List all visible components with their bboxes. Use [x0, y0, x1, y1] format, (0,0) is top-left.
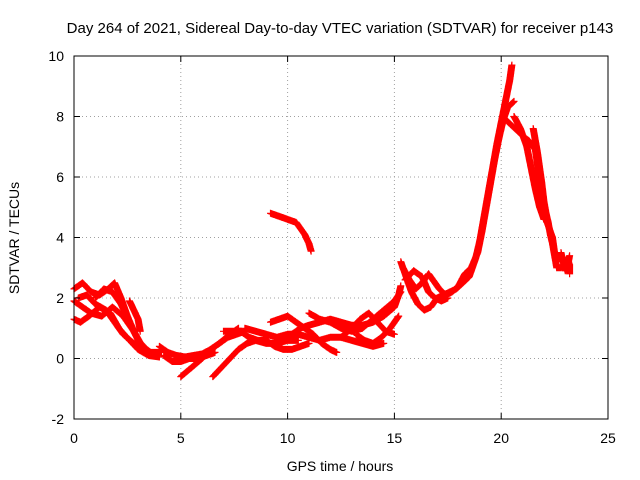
x-axis: 0 5 10 15 20 25	[70, 56, 616, 446]
series-arc-6	[126, 297, 144, 335]
x-tick-label: 0	[70, 430, 78, 446]
y-tick-label: 10	[48, 48, 64, 64]
data-point-markers	[397, 61, 516, 314]
grid	[74, 56, 608, 419]
chart-title: Day 264 of 2021, Sidereal Day-to-day VTE…	[67, 20, 614, 37]
x-axis-label: GPS time / hours	[287, 458, 394, 474]
series-arc-11	[220, 327, 313, 353]
series-arc-24	[510, 113, 548, 223]
y-axis-label: SDTVAR / TECUs	[6, 182, 22, 294]
data-point-markers	[352, 312, 403, 347]
y-axis: -2 0 2 4 6 8 10	[48, 48, 608, 427]
x-tick-label: 15	[387, 430, 403, 446]
data-point-markers	[401, 267, 452, 305]
y-tick-label: -2	[52, 411, 65, 427]
x-tick-label: 5	[177, 430, 185, 446]
data-point-markers	[399, 97, 518, 299]
data-point-markers	[557, 249, 574, 275]
series-arc-5	[91, 285, 151, 353]
series-arc-21	[401, 267, 452, 305]
y-tick-label: 0	[56, 351, 64, 367]
x-tick-label: 10	[280, 430, 296, 446]
series-arc-20	[399, 97, 518, 299]
data-series	[70, 61, 574, 381]
y-tick-label: 8	[56, 109, 64, 125]
x-tick-label: 20	[493, 430, 509, 446]
series-arc-18	[267, 209, 315, 255]
y-tick-label: 4	[56, 230, 64, 246]
data-point-markers	[91, 285, 151, 353]
series-arc-17	[352, 312, 403, 347]
x-tick-label: 25	[600, 430, 616, 446]
y-tick-label: 2	[56, 290, 64, 306]
y-tick-label: 6	[56, 169, 64, 185]
data-point-markers	[510, 113, 548, 223]
data-point-markers	[220, 327, 313, 353]
series-arc-25	[557, 249, 574, 275]
data-point-markers	[126, 297, 144, 335]
data-point-markers	[267, 209, 315, 255]
series-arc-19	[397, 61, 516, 314]
